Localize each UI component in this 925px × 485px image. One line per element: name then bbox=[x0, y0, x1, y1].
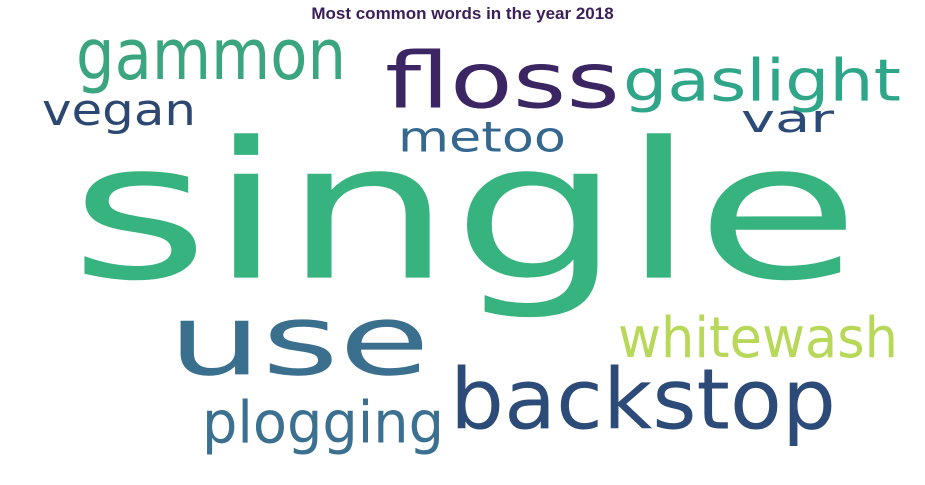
word-metoo: metoo bbox=[398, 112, 566, 162]
word-floss: floss bbox=[385, 34, 620, 127]
word-plogging: plogging bbox=[202, 388, 444, 457]
word-gaslight: gaslight bbox=[623, 46, 901, 115]
word-vegan: vegan bbox=[42, 84, 196, 136]
word-whitewash: whitewash bbox=[618, 304, 898, 371]
word-backstop: backstop bbox=[450, 350, 836, 449]
word-gammon: gammon bbox=[76, 13, 346, 96]
word-single: single bbox=[70, 100, 860, 324]
word-var: var bbox=[741, 96, 834, 142]
word-use: use bbox=[168, 283, 430, 398]
chart-title: Most common words in the year 2018 bbox=[311, 4, 614, 23]
